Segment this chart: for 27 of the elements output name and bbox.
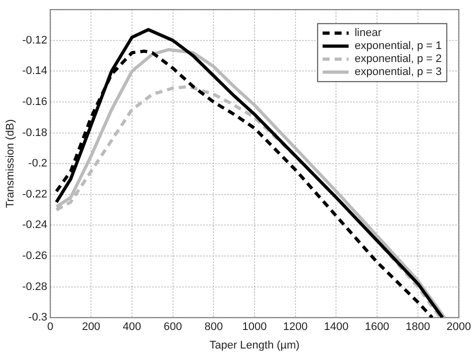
y-axis-title: Transmission (dB) <box>4 119 17 208</box>
x-tick-label: 600 <box>164 321 182 334</box>
x-tick-label: 800 <box>204 321 223 334</box>
y-tick-label: -0.3 <box>28 312 48 324</box>
x-tick-label: 1000 <box>242 321 267 334</box>
x-tick-label: 0 <box>47 321 54 334</box>
y-tick-label: -0.12 <box>22 34 48 46</box>
x-tick-label: 400 <box>122 321 142 334</box>
x-tick-label: 1600 <box>364 321 390 334</box>
y-tick-label: -0.18 <box>22 126 48 139</box>
x-tick-label: 1200 <box>283 321 308 334</box>
x-tick-label: 200 <box>82 321 100 334</box>
y-tick-label: -0.24 <box>22 219 48 232</box>
y-tick-label: -0.16 <box>22 96 48 108</box>
legend-label: exponential, p = 1 <box>354 40 442 52</box>
y-tick-label: -0.28 <box>22 280 48 293</box>
y-tick-label: -0.26 <box>22 250 48 262</box>
y-tick-label: -0.14 <box>22 65 48 78</box>
x-tick-label: 2000 <box>446 321 472 334</box>
y-tick-label: -0.22 <box>22 188 48 200</box>
x-tick-label: 1800 <box>406 321 430 334</box>
x-tick-label: 1400 <box>324 321 348 334</box>
legend-label: linear <box>354 27 382 40</box>
legend-label: exponential, p = 2 <box>354 53 442 66</box>
legend-label: exponential, p = 3 <box>354 66 442 78</box>
x-axis-title: Taper Length (µm) <box>209 339 300 352</box>
y-tick-label: -0.2 <box>28 158 48 170</box>
